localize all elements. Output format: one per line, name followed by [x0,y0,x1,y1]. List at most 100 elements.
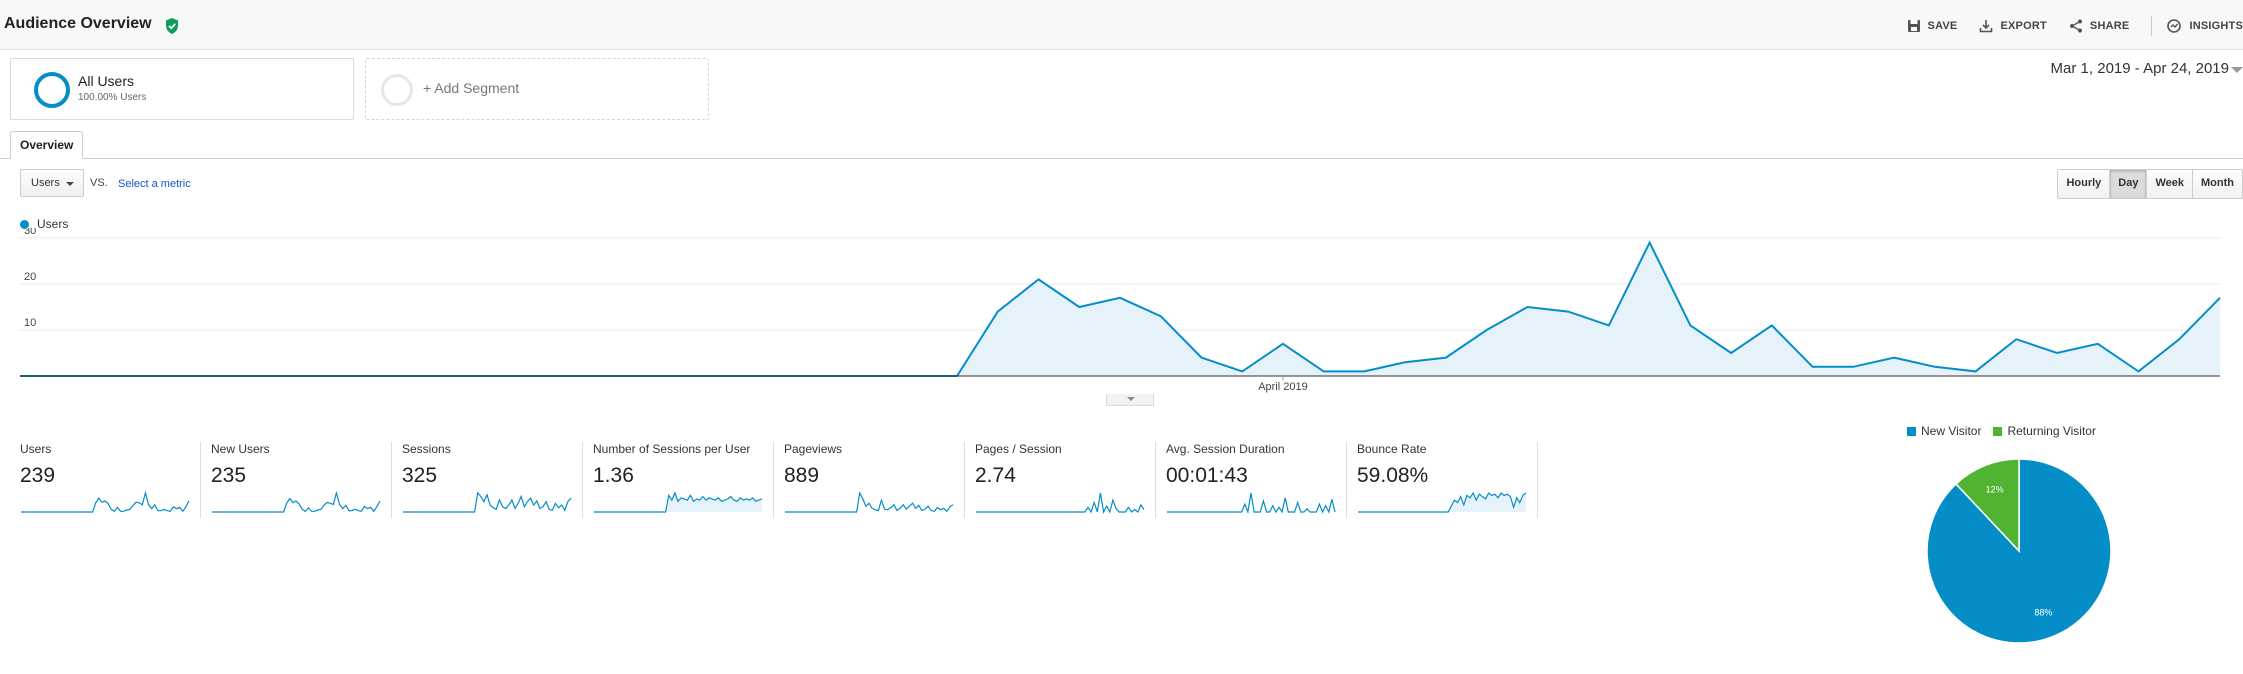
scorecard-value: 235 [211,464,247,487]
scorecard-sparkline [976,492,1145,514]
report-actions: SAVE EXPORT SHARE [1907,16,2243,36]
metric-scorecards: Users 239 New Users 235 Sessions 325 Number of… [10,442,1538,518]
sparkline-line [212,490,381,513]
scorecard-value: 2.74 [975,464,1016,487]
scorecard-sessions[interactable]: Sessions 325 [392,442,583,518]
scorecard-sparkline [403,491,572,513]
scorecard-value: 889 [784,464,820,487]
chart-collapse-handle[interactable] [1106,394,1154,406]
insights-icon [2167,19,2182,33]
pie-legend-label-returning: Returning Visitor [2007,424,2096,438]
y-tick-label: 10 [24,317,36,329]
share-label: SHARE [2089,20,2130,32]
save-button[interactable]: SAVE [1907,19,1958,33]
scorecard-label: Sessions [402,442,451,456]
scorecard-pageviews[interactable]: Pageviews 889 [774,442,965,518]
pie-slice-label: 12% [1986,484,2004,494]
segment-ring-icon [34,72,70,108]
users-area-fill [20,242,2220,376]
granularity-week[interactable]: Week [2147,170,2194,198]
scorecard-avg-session-duration[interactable]: Avg. Session Duration 00:01:43 [1156,442,1347,518]
add-segment-label: + Add Segment [423,80,520,96]
x-tick-label: April 2019 [1258,381,1308,393]
legend-swatch-users [20,219,29,229]
scorecard-new-users[interactable]: New Users 235 [201,442,392,518]
pie-slice-returning-visitor [1954,458,2020,553]
page-title: Audience Overview [4,15,152,32]
tabs-divider [0,158,2243,159]
add-segment-button[interactable]: + Add Segment [365,58,709,120]
save-label: SAVE [1927,20,1958,32]
sparkline-line [1167,492,1336,514]
scorecard-label: Pages / Session [975,442,1062,456]
segment-share: 100.00% Users [78,92,147,103]
scorecard-value: 325 [402,464,438,487]
metric-dropdown-value: Users [31,177,60,189]
legend-swatch-new [1907,426,1916,436]
segment-name: All Users [78,73,135,89]
scorecard-sparkline [594,491,763,513]
verified-shield-icon [166,18,178,34]
scorecard-bounce-rate[interactable]: Bounce Rate 59.08% [1347,442,1538,518]
scorecard-sparkline [212,490,381,513]
y-tick-label: 20 [24,271,36,283]
insights-button[interactable]: INSIGHTS [2166,18,2243,34]
pie-legend-returning-visitor: Returning Visitor [1993,424,2096,438]
scorecard-sparkline [1358,491,1527,513]
legend-label-users: Users [37,217,69,231]
sparkline-line [21,490,190,513]
scorecard-label: New Users [211,442,270,456]
scorecard-value: 00:01:43 [1166,464,1248,487]
chevron-down-icon[interactable] [2231,67,2243,73]
scorecard-number-of-sessions-per-user[interactable]: Number of Sessions per User 1.36 [583,442,774,518]
sparkline-line [976,492,1145,514]
sparkline-line [1358,491,1527,513]
scorecard-label: Avg. Session Duration [1166,442,1285,456]
select-metric-link[interactable]: Select a metric [118,178,191,190]
scorecard-value: 59.08% [1357,464,1429,487]
pie-legend: New Visitor Returning Visitor [1907,424,2108,438]
scorecard-sparkline [785,491,954,513]
scorecard-pages-session[interactable]: Pages / Session 2.74 [965,442,1156,518]
sparkline-line [785,491,954,513]
save-icon [1907,20,1920,32]
segment-all-users[interactable]: All Users 100.00% Users [10,58,354,120]
sparkline-line [594,491,763,513]
scorecard-sparkline [21,490,190,513]
insights-label: INSIGHTS [2189,20,2243,32]
scorecard-value: 239 [20,464,56,487]
sparkline-line [403,491,572,513]
granularity-hourly[interactable]: Hourly [2058,170,2111,198]
date-range-selector[interactable]: Mar 1, 2019 - Apr 24, 2019 [2050,60,2229,77]
granularity-month[interactable]: Month [2193,170,2242,198]
legend-swatch-returning [1993,426,2003,436]
tab-overview[interactable]: Overview [10,131,84,159]
scorecard-label: Pageviews [784,442,843,456]
scorecard-users[interactable]: Users 239 [10,442,201,518]
scorecard-label: Number of Sessions per User [593,442,751,456]
export-button[interactable]: EXPORT [1979,19,2047,33]
visitor-type-pie: 88% 12% [1926,458,2112,644]
scorecard-sparkline [1167,492,1336,514]
report-header: Audience Overview SAVE EXPORT [0,0,2243,50]
vs-label: VS. [90,177,108,189]
metric-dropdown[interactable]: Users [20,169,84,197]
scorecard-label: Users [20,442,52,456]
y-tick-label: 30 [24,228,36,237]
granularity-day[interactable]: Day [2110,170,2148,198]
chart-legend: Users [20,217,68,231]
users-line-chart: 10 20 30 April 2019 [20,228,2221,393]
export-icon [1980,20,1993,33]
scorecard-value: 1.36 [593,464,634,487]
share-icon [2069,19,2082,33]
export-label: EXPORT [2000,20,2047,32]
pie-legend-label-new: New Visitor [1921,424,1982,438]
granularity-toggle: Hourly Day Week Month [2057,169,2243,199]
sparkline-fill [1358,493,1526,512]
sparkline-fill [594,493,762,512]
scorecard-label: Bounce Rate [1357,442,1427,456]
empty-segment-icon [381,74,413,106]
share-button[interactable]: SHARE [2069,19,2130,33]
caret-down-icon [66,182,74,186]
